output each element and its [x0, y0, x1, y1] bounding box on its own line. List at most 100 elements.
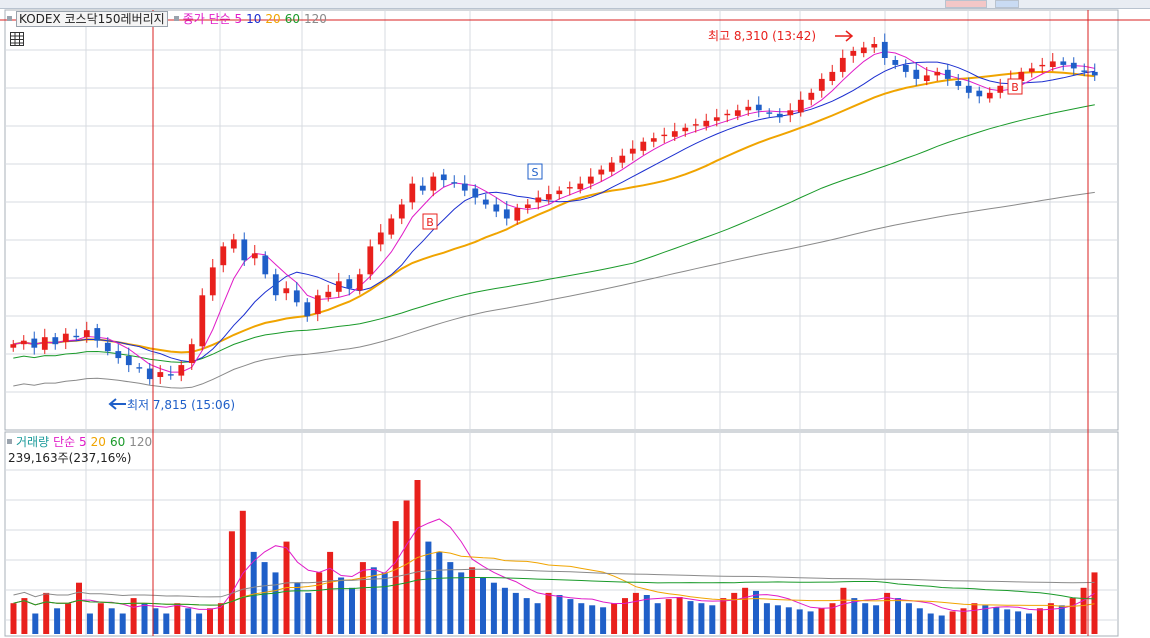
volume-bar [1004, 609, 1011, 634]
candle-body [493, 204, 500, 212]
candle-body [860, 47, 867, 54]
volume-bar [807, 611, 814, 634]
volume-bar [611, 603, 618, 634]
candle-body [577, 183, 584, 190]
price-legend-ma120: 120 [303, 12, 327, 26]
volume-bar [261, 562, 268, 634]
volume-bar [949, 611, 956, 634]
candle-body [209, 267, 216, 296]
candle-body [1081, 70, 1088, 72]
candle-body [125, 356, 132, 366]
volume-bar [654, 603, 661, 634]
price-panel [4, 9, 1119, 431]
candle-body [671, 131, 678, 137]
toolbar-button-blue[interactable] [995, 0, 1019, 8]
candle-body [997, 85, 1004, 93]
volume-bar [217, 603, 224, 634]
candle-body [451, 182, 458, 184]
volume-bar [239, 510, 246, 634]
volume-bar [927, 613, 934, 634]
candle-body [314, 295, 321, 315]
candle-body [398, 204, 405, 219]
volume-bar [731, 592, 738, 634]
volume-bar [316, 572, 323, 634]
candle-body [73, 335, 80, 338]
trade-marker-label: S [532, 166, 539, 179]
candle-body [944, 69, 951, 79]
volume-bar [119, 613, 126, 634]
candle-body [619, 155, 626, 163]
volume-bar [370, 567, 377, 634]
table-grid-icon[interactable] [10, 32, 24, 46]
volume-bar [97, 603, 104, 634]
candle-body [1070, 62, 1077, 69]
candle-body [115, 351, 122, 359]
volume-bar [829, 603, 836, 634]
volume-bar [632, 592, 639, 634]
volume-bar [589, 605, 596, 634]
price-legend-ma20: 20 [265, 12, 281, 26]
volume-bar [556, 595, 563, 634]
candle-body [535, 197, 542, 203]
candle-body [1028, 68, 1035, 72]
volume-panel [4, 431, 1119, 637]
candle-body [808, 92, 815, 100]
candle-body [524, 204, 531, 208]
trade-marker [1007, 78, 1023, 95]
volume-bar [32, 613, 39, 634]
high-arrow-icon [835, 30, 854, 42]
volume-bar [163, 613, 170, 634]
volume-bar [567, 599, 574, 634]
candle-body [556, 190, 563, 195]
volume-bar [272, 572, 279, 634]
candle-body [587, 176, 594, 184]
low-arrow-icon [108, 398, 126, 410]
volume-bar [501, 587, 508, 634]
candle-body [913, 69, 920, 79]
candle-body [472, 188, 479, 198]
volume-bar [152, 608, 159, 634]
candle-body [304, 302, 311, 317]
candle-body [272, 274, 279, 296]
candle-body [62, 333, 69, 343]
volume-bar [840, 587, 847, 634]
candle-body [797, 99, 804, 113]
volume-bar [305, 592, 312, 634]
candle-body [104, 342, 111, 352]
volume-bar [512, 592, 519, 634]
candle-body [965, 85, 972, 93]
price-legend-ma10: 10 [246, 12, 262, 26]
candle-body [430, 176, 437, 191]
candle-body [188, 344, 195, 363]
volume-bar [862, 603, 869, 634]
volume-bar [916, 608, 923, 634]
candle-body [986, 92, 993, 99]
volume-bar [359, 562, 366, 634]
trade-marker [422, 213, 438, 230]
candle-body [482, 199, 489, 205]
volume-bar [676, 597, 683, 634]
volume-bar [458, 572, 465, 634]
volume-bar [982, 605, 989, 634]
volume-bar [1058, 605, 1065, 634]
volume-bar [873, 605, 880, 634]
volume-bar [818, 608, 825, 634]
toolbar-button-red[interactable] [945, 0, 987, 8]
candle-body [440, 174, 447, 181]
volume-bar [436, 551, 443, 634]
candle-body [839, 57, 846, 72]
candle-body [871, 44, 878, 48]
volume-bar [1015, 611, 1022, 634]
price-legend-ma5: 종가 단순 5 [182, 12, 243, 26]
candle-body [766, 112, 773, 114]
volume-bar [720, 598, 727, 634]
candle-body [1091, 71, 1098, 76]
candle-body [41, 337, 48, 350]
volume-bar [469, 567, 476, 634]
legend-square-icon [7, 439, 12, 444]
candle-body [325, 291, 332, 298]
ma5-line [13, 51, 1095, 373]
candle-body [734, 110, 741, 116]
candle-body [545, 194, 552, 200]
volume-ma120-line [13, 568, 1095, 598]
